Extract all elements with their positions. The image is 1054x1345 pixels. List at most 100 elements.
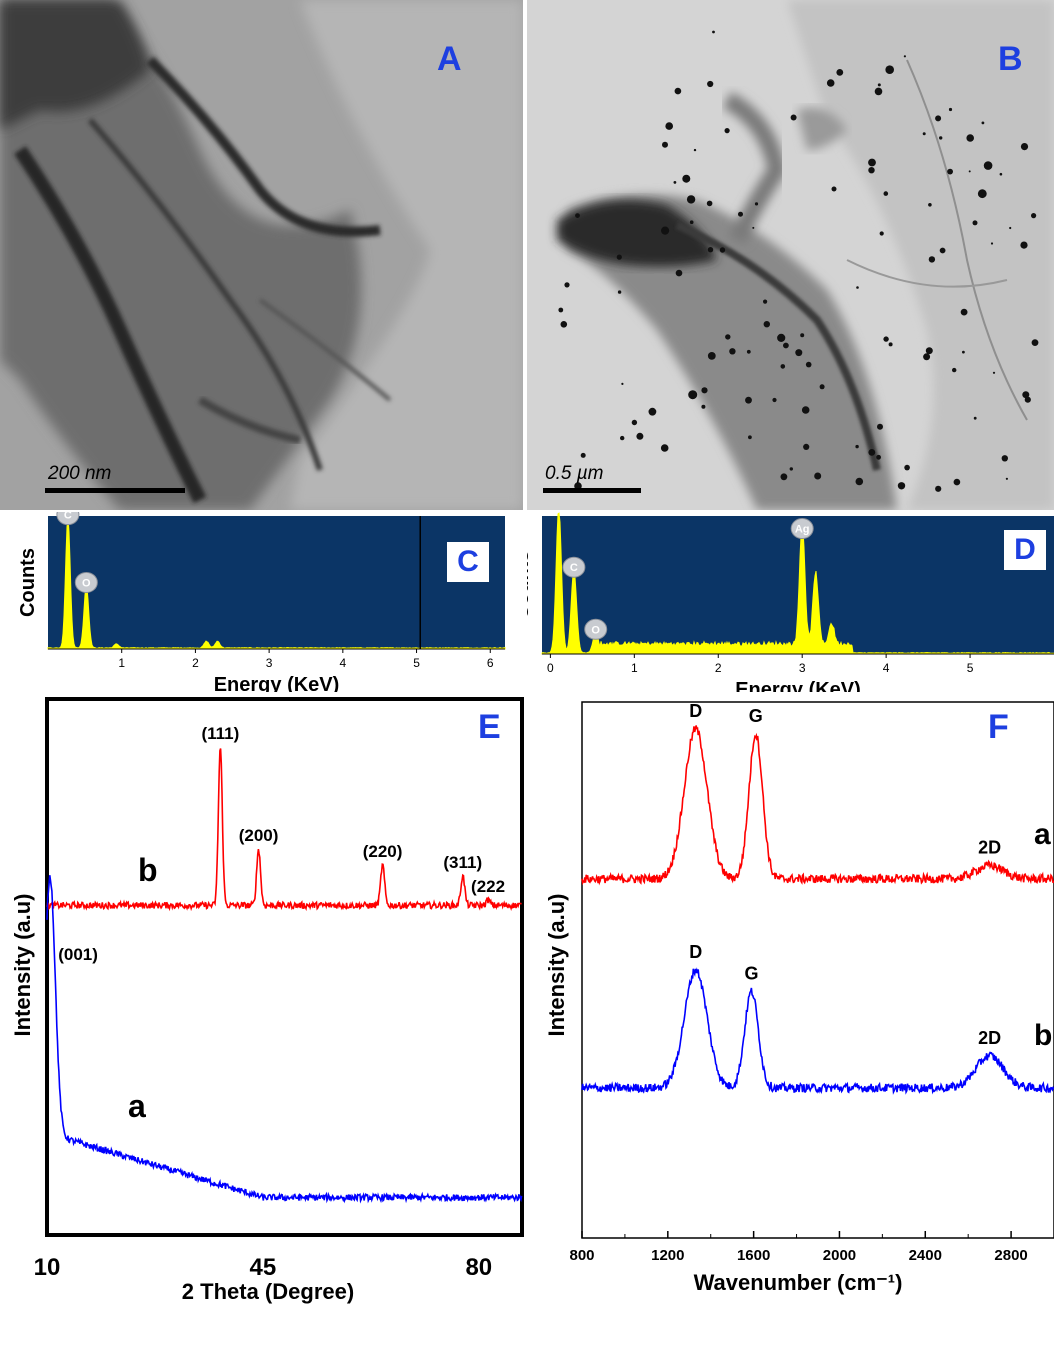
panel-d-letter: D [1004,530,1046,570]
nanoparticle [580,452,586,458]
eds-peak-label-c: C [64,512,72,522]
series-a-line [46,875,523,1204]
panel-d-eds-chart: C O Ag 0 1 2 3 4 5 Energy (KeV) Counts [511,512,1054,701]
y-axis-label: Intensity (a.u) [10,893,35,1036]
nanoparticle [972,220,978,226]
nanoparticle [707,352,716,360]
nanoparticle [888,342,893,347]
nanoparticle [992,371,996,374]
eds-x-tick-label: 4 [883,661,890,675]
nanoparticle [1031,339,1039,346]
nanoparticle [885,65,894,74]
nanoparticle [689,220,694,224]
nanoparticle [707,80,714,88]
nanoparticle [725,334,731,340]
panel-a-scale-bar [45,488,185,493]
peak-label: G [749,706,763,726]
eds-x-axis-label: Energy (KeV) [214,674,340,692]
nanoparticle [780,364,786,369]
nanoparticle [621,382,624,385]
panel-e-letter: E [478,708,501,746]
x-tick-label: 2000 [823,1247,856,1264]
nanoparticle [855,444,859,449]
nanoparticle [738,211,743,217]
nanoparticle [981,121,985,125]
nanoparticle [719,247,726,253]
nanoparticle [729,348,736,355]
nanoparticle [693,148,697,152]
nanoparticle [752,226,755,229]
nanoparticle [968,170,971,173]
peak-label: 2D [978,837,1001,857]
eds-x-tick-label: 0 [547,661,554,675]
x-tick-label: 45 [250,1254,277,1281]
nanoparticle [675,269,683,277]
nanoparticle [855,477,864,486]
nanoparticle [814,472,822,480]
nanoparticle [803,443,810,450]
panel-a-tem-image [0,0,523,510]
panel-b-letter: B [998,40,1023,78]
peak-label: (222 [471,877,505,896]
nanoparticle [904,464,910,471]
peak-label: (001) [58,945,98,964]
series-a-label: a [128,1088,146,1124]
nanoparticle [575,213,580,219]
plot-frame [45,697,524,1237]
eds-x-tick-label: 1 [118,656,125,670]
eds-spectrum-trace [47,517,506,650]
nanoparticle [883,191,889,196]
nanoparticle [712,30,715,34]
nanoparticle [688,390,698,400]
series-a-line [581,725,1054,886]
nanoparticle [1020,241,1028,249]
tem-image-b [527,0,1054,510]
nanoparticle [935,485,942,492]
nanoparticle [636,432,644,440]
nanoparticle [801,406,810,414]
nanoparticle [856,286,859,289]
nanoparticle [1001,455,1008,462]
nanoparticle [748,435,752,440]
series-b-label: b [1034,1019,1052,1052]
nanoparticle [819,384,825,390]
nanoparticle [746,349,751,354]
nanoparticle [960,308,968,316]
nanoparticle [620,435,625,441]
nanoparticle [953,478,961,486]
eds-peak-marker-c [562,556,586,578]
eds-peak-label-ag: Ag [795,524,810,536]
nanoparticle [877,83,881,87]
eds-x-tick-label: 4 [339,656,346,670]
peak-label: D [689,942,702,962]
series-b-label: b [138,852,158,888]
nanoparticle [745,396,752,404]
nanoparticle [805,361,812,368]
x-axis-label: 2 Theta (Degree) [182,1279,354,1304]
x-tick-label: 1200 [651,1247,684,1264]
x-axis-label: Wavenumber (cm⁻¹) [694,1270,903,1295]
nanoparticle [686,195,696,204]
eds-x-tick-label: 2 [715,661,722,675]
raman-chart: D G 2D D G 2D a b F 800 1200 1600 2000 2400 2800 Wavenu… [544,701,1054,1295]
nanoparticle [983,161,993,170]
nanoparticle [1005,477,1008,480]
eds-peak-marker-ag [790,518,814,540]
nanoparticle [836,69,844,76]
plot-frame [581,701,1054,1239]
x-tick-label: 1600 [737,1247,770,1264]
nanoparticle [772,397,777,403]
nanoparticle [558,307,564,313]
nanoparticle [952,367,957,373]
eds-chart-c: C O 1 2 3 4 5 6 Energy (KeV) Counts [17,504,506,696]
panel-a-letter: A [437,40,462,78]
eds-y-axis-label: Counts [527,551,533,620]
nanoparticle [682,174,691,183]
nanoparticle [922,132,926,136]
nanoparticle [1009,226,1012,230]
x-tick-label: 800 [569,1247,594,1264]
nanoparticle [868,167,875,174]
eds-x-tick-label: 5 [413,656,420,670]
nanoparticle [783,342,789,349]
